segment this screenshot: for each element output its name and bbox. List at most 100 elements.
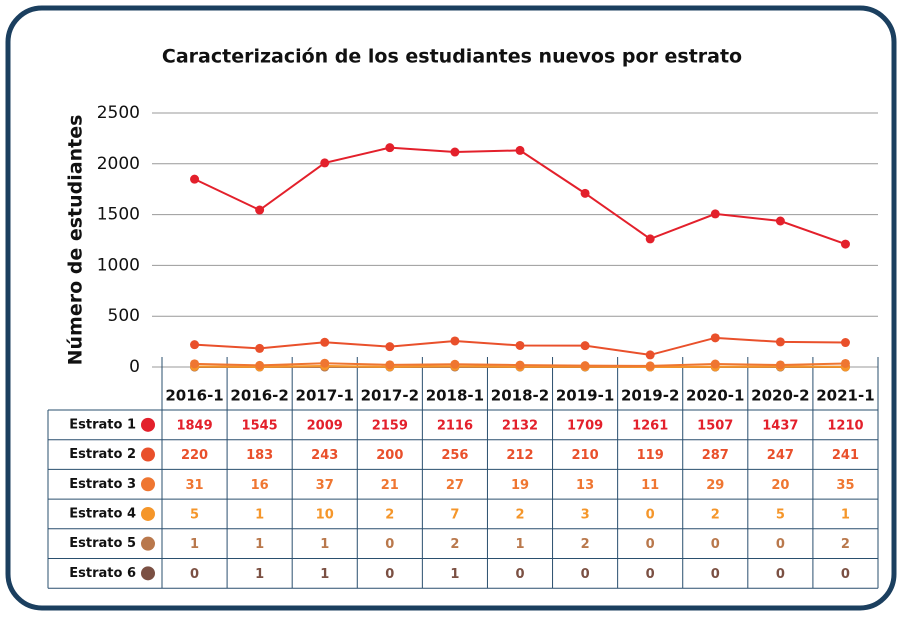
y-tick-label: 2000 bbox=[97, 154, 140, 174]
point bbox=[710, 333, 720, 343]
y-tick-label: 500 bbox=[108, 306, 140, 326]
table-cell: 1709 bbox=[567, 418, 603, 433]
point bbox=[190, 340, 200, 350]
table-cell: 5 bbox=[190, 507, 199, 522]
table-cell: 1 bbox=[255, 537, 264, 552]
point bbox=[710, 209, 720, 219]
table-cell: 220 bbox=[181, 448, 208, 463]
point bbox=[840, 239, 850, 249]
table-cell: 0 bbox=[776, 537, 785, 552]
x-tick-label: 2018-2 bbox=[491, 387, 549, 405]
point bbox=[385, 143, 395, 153]
legend-swatch bbox=[141, 506, 155, 521]
point bbox=[450, 359, 460, 369]
table-cell: 2132 bbox=[502, 418, 538, 433]
point bbox=[840, 358, 850, 368]
point bbox=[710, 359, 720, 369]
table-cell: 2 bbox=[450, 537, 459, 552]
table-cell: 241 bbox=[832, 448, 859, 463]
point bbox=[320, 158, 330, 168]
point bbox=[320, 358, 330, 368]
point bbox=[775, 216, 785, 226]
table-cell: 1 bbox=[320, 537, 329, 552]
card-frame bbox=[5, 5, 897, 611]
point bbox=[385, 342, 395, 352]
x-tick-label: 2019-2 bbox=[621, 387, 679, 405]
table-cell: 210 bbox=[572, 448, 599, 463]
point bbox=[645, 350, 655, 360]
table-cell: 1507 bbox=[697, 418, 733, 433]
table-cell: 1 bbox=[320, 567, 329, 582]
table-cell: 212 bbox=[506, 448, 533, 463]
point bbox=[255, 205, 265, 215]
point bbox=[580, 361, 590, 371]
table-cell: 2159 bbox=[372, 418, 408, 433]
point bbox=[645, 361, 655, 371]
table-cell: 1210 bbox=[827, 418, 863, 433]
legend-swatch bbox=[141, 447, 155, 462]
table-cell: 10 bbox=[316, 507, 334, 522]
point bbox=[580, 341, 590, 351]
y-tick-label: 2500 bbox=[97, 103, 140, 123]
legend-swatch bbox=[141, 477, 155, 492]
legend-label: Estrato 5 bbox=[69, 536, 136, 551]
legend-label: Estrato 1 bbox=[69, 417, 136, 432]
legend-label: Estrato 6 bbox=[69, 566, 136, 581]
table-cell: 2 bbox=[581, 537, 590, 552]
x-tick-label: 2019-1 bbox=[556, 387, 614, 405]
point bbox=[515, 360, 525, 370]
point bbox=[450, 336, 460, 346]
table-cell: 287 bbox=[702, 448, 729, 463]
x-tick-label: 2017-2 bbox=[361, 387, 419, 405]
table-cell: 0 bbox=[385, 567, 394, 582]
table-cell: 19 bbox=[511, 478, 529, 493]
point bbox=[320, 337, 330, 347]
table-cell: 5 bbox=[776, 507, 785, 522]
table-cell: 20 bbox=[771, 478, 789, 493]
legend-label: Estrato 4 bbox=[69, 506, 136, 521]
table-cell: 29 bbox=[706, 478, 724, 493]
table-cell: 0 bbox=[646, 537, 655, 552]
table-cell: 35 bbox=[836, 478, 854, 493]
table-cell: 0 bbox=[385, 537, 394, 552]
table-cell: 1 bbox=[515, 537, 524, 552]
x-tick-label: 2020-2 bbox=[751, 387, 809, 405]
table-cell: 183 bbox=[246, 448, 273, 463]
table-cell: 21 bbox=[381, 478, 399, 493]
point bbox=[515, 340, 525, 350]
legend-label: Estrato 2 bbox=[69, 447, 136, 462]
point bbox=[190, 359, 200, 369]
table-cell: 0 bbox=[646, 567, 655, 582]
y-axis-label: Número de estudiantes bbox=[65, 115, 87, 366]
table-cell: 11 bbox=[641, 478, 659, 493]
table-cell: 1 bbox=[255, 507, 264, 522]
table-cell: 2 bbox=[841, 537, 850, 552]
table-cell: 0 bbox=[646, 507, 655, 522]
table-cell: 2116 bbox=[437, 418, 473, 433]
point bbox=[255, 360, 265, 370]
point bbox=[450, 147, 460, 157]
point bbox=[385, 360, 395, 370]
table-cell: 243 bbox=[311, 448, 338, 463]
table-cell: 0 bbox=[581, 567, 590, 582]
table-cell: 1 bbox=[255, 567, 264, 582]
y-tick-label: 0 bbox=[129, 357, 140, 377]
table-cell: 2 bbox=[385, 507, 394, 522]
table-cell: 31 bbox=[185, 478, 203, 493]
table-cell: 2 bbox=[515, 507, 524, 522]
y-tick-label: 1000 bbox=[97, 255, 140, 275]
legend-label: Estrato 3 bbox=[69, 477, 136, 492]
table-cell: 1261 bbox=[632, 418, 668, 433]
table-cell: 1849 bbox=[176, 418, 212, 433]
table-cell: 1437 bbox=[762, 418, 798, 433]
legend-swatch bbox=[141, 536, 155, 551]
point bbox=[840, 338, 850, 348]
table-cell: 2 bbox=[711, 507, 720, 522]
x-tick-label: 2021-1 bbox=[816, 387, 874, 405]
table-cell: 247 bbox=[767, 448, 794, 463]
table-cell: 13 bbox=[576, 478, 594, 493]
x-tick-label: 2018-1 bbox=[426, 387, 484, 405]
point bbox=[255, 343, 265, 353]
table-cell: 1 bbox=[190, 537, 199, 552]
